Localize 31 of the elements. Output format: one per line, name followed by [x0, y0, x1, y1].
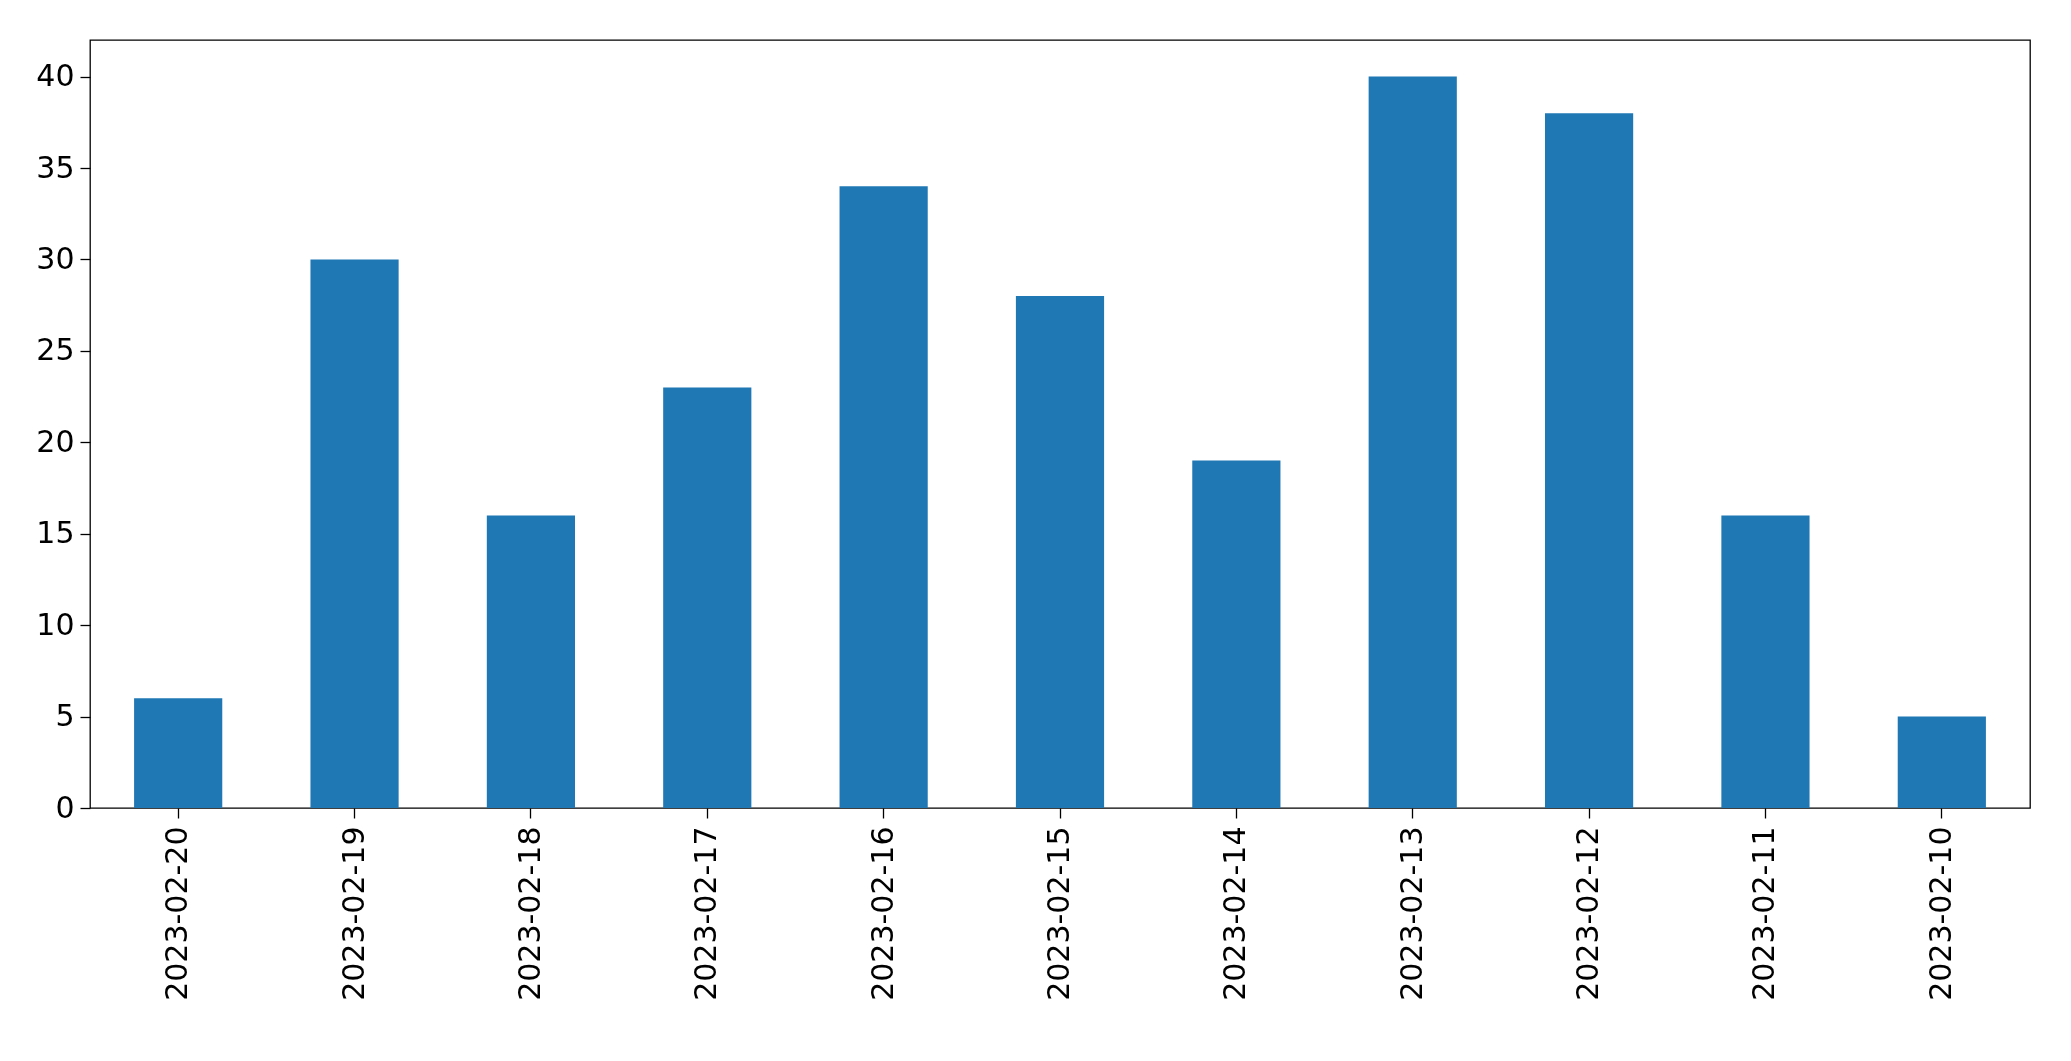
x-tick-label: 2023-02-15	[1041, 826, 1076, 1001]
bar	[839, 186, 928, 808]
y-tick-label: 5	[55, 698, 75, 734]
y-tick-label: 10	[36, 606, 75, 642]
x-tick-label: 2023-02-17	[688, 826, 724, 1001]
x-tick-label: 2023-02-11	[1746, 826, 1782, 1001]
bar	[1015, 296, 1105, 808]
bar	[663, 387, 752, 808]
x-tick-label: 2023-02-12	[1570, 826, 1606, 1001]
y-tick-label: 0	[55, 789, 75, 825]
y-tick-label: 30	[36, 240, 75, 276]
bar	[310, 259, 399, 808]
x-tick-label: 2023-02-13	[1393, 826, 1429, 1001]
x-tick-label: 2023-02-18	[511, 826, 547, 1001]
bar	[1368, 76, 1457, 808]
x-tick-label: 2023-02-14	[1217, 826, 1253, 1001]
bar	[1721, 515, 1810, 808]
x-tick-label: 2023-02-10	[1922, 826, 1958, 1001]
bar	[134, 698, 223, 808]
y-tick-label: 40	[36, 58, 75, 94]
y-tick-label: 25	[36, 332, 75, 368]
y-tick-label: 20	[36, 423, 75, 459]
x-tick-label: 2023-02-19	[335, 826, 371, 1001]
x-tick-label: 2023-02-20	[159, 826, 195, 1001]
bar	[486, 515, 575, 808]
x-tick-label: 2023-02-16	[864, 826, 900, 1001]
bar	[1545, 113, 1634, 808]
bar	[1897, 716, 1986, 808]
bar	[1192, 460, 1281, 808]
y-tick-label: 15	[36, 515, 75, 551]
y-tick-label: 35	[36, 149, 75, 185]
